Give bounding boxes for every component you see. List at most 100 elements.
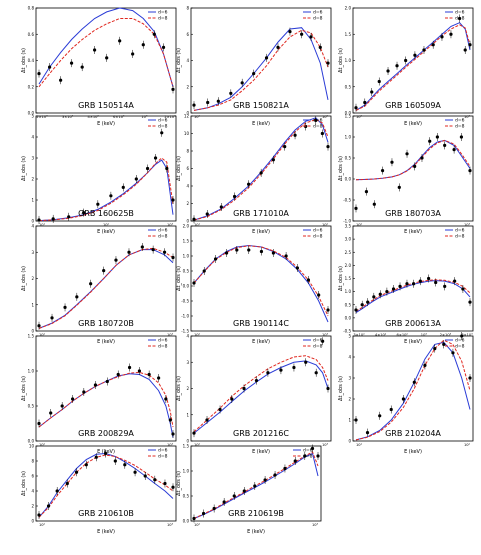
y-tick-label: 1 bbox=[186, 412, 189, 417]
y-axis-label: Δt_obs (s) bbox=[176, 376, 182, 401]
data-point bbox=[113, 459, 117, 463]
data-point bbox=[468, 43, 472, 47]
y-tick-label: 1.0 bbox=[345, 135, 352, 140]
data-point bbox=[202, 269, 206, 273]
data-point bbox=[326, 386, 330, 391]
series-line-d6 bbox=[355, 139, 471, 181]
x-tick-label: 10³ bbox=[312, 523, 319, 527]
y-tick-label: 8 bbox=[186, 6, 189, 11]
data-point bbox=[37, 218, 41, 222]
chart-panel-8: -1.5 -1.0 -0.5 0.0 0.5 1.0 1.5 2.0 10² 10³ E (keV)… bbox=[176, 224, 332, 345]
y-tick-label: 1.0 bbox=[345, 58, 352, 63]
y-axis-label: Δt_obs (s) bbox=[176, 471, 182, 496]
y-tick-label: 4 bbox=[186, 334, 189, 339]
y-tick-label: 2 bbox=[31, 177, 34, 182]
y-tick-label: 0 bbox=[186, 439, 189, 444]
plot-frame bbox=[190, 115, 332, 222]
y-tick-label: 6 bbox=[186, 32, 189, 37]
y-tick-label: 8 bbox=[186, 149, 189, 154]
chart-title: GRB 180720B bbox=[78, 319, 134, 328]
data-point bbox=[212, 506, 216, 511]
x-axis-label: E (keV) bbox=[404, 121, 422, 127]
y-tick-label: 4 bbox=[186, 58, 189, 63]
data-point bbox=[131, 52, 135, 56]
series-line-d8 bbox=[355, 279, 471, 312]
data-point bbox=[105, 56, 109, 60]
x-tick-label: 10² bbox=[103, 223, 110, 227]
data-point bbox=[463, 48, 467, 52]
y-tick-label: 0 bbox=[348, 439, 351, 444]
y-tick-label: 6 bbox=[31, 474, 34, 479]
data-point bbox=[426, 276, 431, 281]
series-line-d6 bbox=[193, 27, 329, 111]
data-point bbox=[411, 282, 416, 286]
data-point bbox=[133, 470, 137, 474]
x-axis-label: E (keV) bbox=[97, 229, 115, 235]
y-tick-label: -1.5 bbox=[181, 329, 189, 334]
y-tick-label: 2.0 bbox=[345, 263, 352, 268]
y-axis-label: Δt_obs (s) bbox=[338, 48, 344, 73]
series-line-d6 bbox=[355, 341, 471, 441]
data-point bbox=[317, 293, 321, 297]
x-axis-label: E (keV) bbox=[404, 449, 422, 455]
data-point bbox=[37, 513, 41, 517]
y-tick-label: 0.0 bbox=[345, 177, 352, 182]
data-point bbox=[413, 53, 417, 57]
data-point bbox=[310, 446, 315, 451]
legend-label-d8: d=8 bbox=[455, 344, 465, 350]
y-tick-label: 3 bbox=[31, 250, 34, 255]
data-point bbox=[413, 164, 417, 168]
data-point bbox=[252, 72, 256, 76]
data-point bbox=[205, 418, 209, 422]
y-tick-label: 6 bbox=[186, 166, 189, 171]
data-point bbox=[428, 139, 432, 143]
data-point bbox=[395, 64, 399, 68]
plot-frame bbox=[35, 225, 177, 332]
data-point bbox=[460, 334, 464, 338]
y-tick-label: 1.5 bbox=[28, 334, 35, 339]
chart-title: GRB 150514A bbox=[78, 101, 134, 110]
y-axis-label: Δt_obs (s) bbox=[21, 376, 27, 401]
data-point bbox=[304, 360, 308, 364]
data-point bbox=[63, 305, 67, 309]
legend-label-d6: d=6 bbox=[158, 10, 168, 16]
data-point bbox=[224, 251, 229, 255]
series-line-d8 bbox=[355, 139, 471, 181]
legend-label-d8: d=8 bbox=[303, 454, 313, 460]
data-point bbox=[461, 287, 465, 291]
x-tick-label: 10³ bbox=[464, 223, 471, 227]
data-point bbox=[218, 407, 222, 412]
data-point bbox=[326, 145, 330, 149]
data-point bbox=[309, 35, 313, 39]
y-tick-label: 1.5 bbox=[183, 444, 190, 449]
y-tick-label: 1.0 bbox=[345, 289, 352, 294]
y-tick-label: 1.5 bbox=[345, 276, 352, 281]
data-point bbox=[232, 494, 236, 498]
data-point bbox=[67, 215, 71, 219]
data-point bbox=[84, 463, 88, 467]
data-point bbox=[423, 363, 427, 367]
data-point bbox=[242, 386, 246, 391]
series-line-d8 bbox=[38, 454, 174, 518]
data-point bbox=[152, 32, 156, 36]
data-point bbox=[213, 257, 218, 261]
data-point bbox=[398, 284, 402, 288]
data-point bbox=[140, 245, 144, 249]
data-point bbox=[433, 347, 437, 351]
data-point bbox=[49, 411, 53, 415]
y-tick-label: 0.5 bbox=[183, 494, 190, 499]
plot-frame bbox=[35, 335, 177, 442]
data-point bbox=[70, 397, 75, 401]
data-point bbox=[104, 451, 108, 456]
data-point bbox=[434, 280, 438, 285]
data-point bbox=[442, 342, 446, 346]
data-point bbox=[93, 383, 98, 387]
data-point bbox=[259, 249, 264, 254]
y-tick-label: 2.0 bbox=[183, 224, 190, 229]
y-tick-label: 4 bbox=[186, 184, 189, 189]
data-point bbox=[232, 194, 237, 199]
y-axis-label: Δt_obs (s) bbox=[338, 156, 344, 181]
